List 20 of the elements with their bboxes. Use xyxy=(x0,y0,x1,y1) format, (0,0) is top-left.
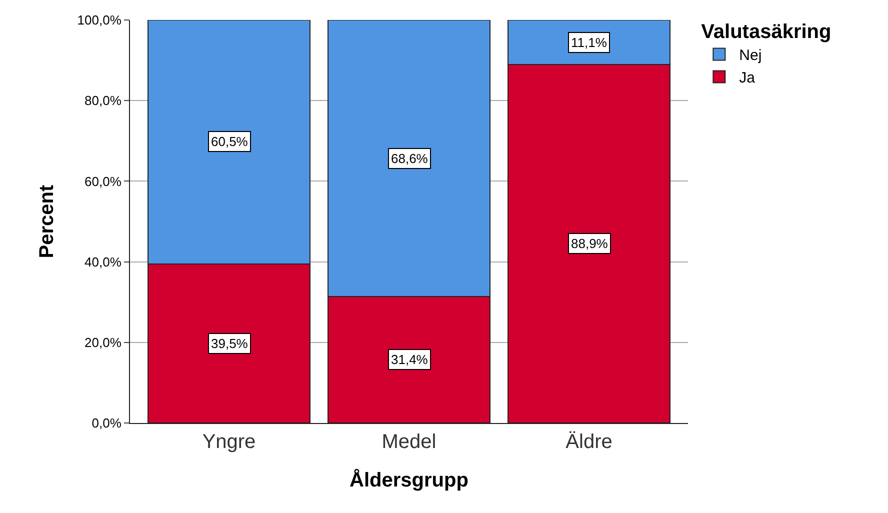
data-label: 60,5% xyxy=(211,134,248,149)
y-axis-title: Percent xyxy=(36,184,58,258)
x-axis-title: Åldersgrupp xyxy=(350,468,468,492)
y-tick-label: 100,0% xyxy=(77,12,122,28)
x-tick-label: Yngre xyxy=(202,431,256,453)
x-tick-label: Äldre xyxy=(566,431,612,453)
legend-title: Valutasäkring xyxy=(701,20,832,43)
y-tick-label: 40,0% xyxy=(84,254,122,270)
y-tick-label: 0,0% xyxy=(92,416,122,431)
data-label: 88,9% xyxy=(571,236,608,251)
y-tick-label: 60,0% xyxy=(84,174,122,189)
y-tick-label: 20,0% xyxy=(84,334,122,350)
y-tick-label: 80,0% xyxy=(84,93,122,108)
data-label: 31,4% xyxy=(391,352,428,367)
legend-label: Nej xyxy=(739,47,762,64)
data-label: 39,5% xyxy=(211,336,248,351)
data-label: 11,1% xyxy=(571,35,608,50)
data-label: 68,6% xyxy=(391,151,428,166)
x-tick-label: Medel xyxy=(382,431,436,453)
legend-label: Ja xyxy=(739,70,756,87)
